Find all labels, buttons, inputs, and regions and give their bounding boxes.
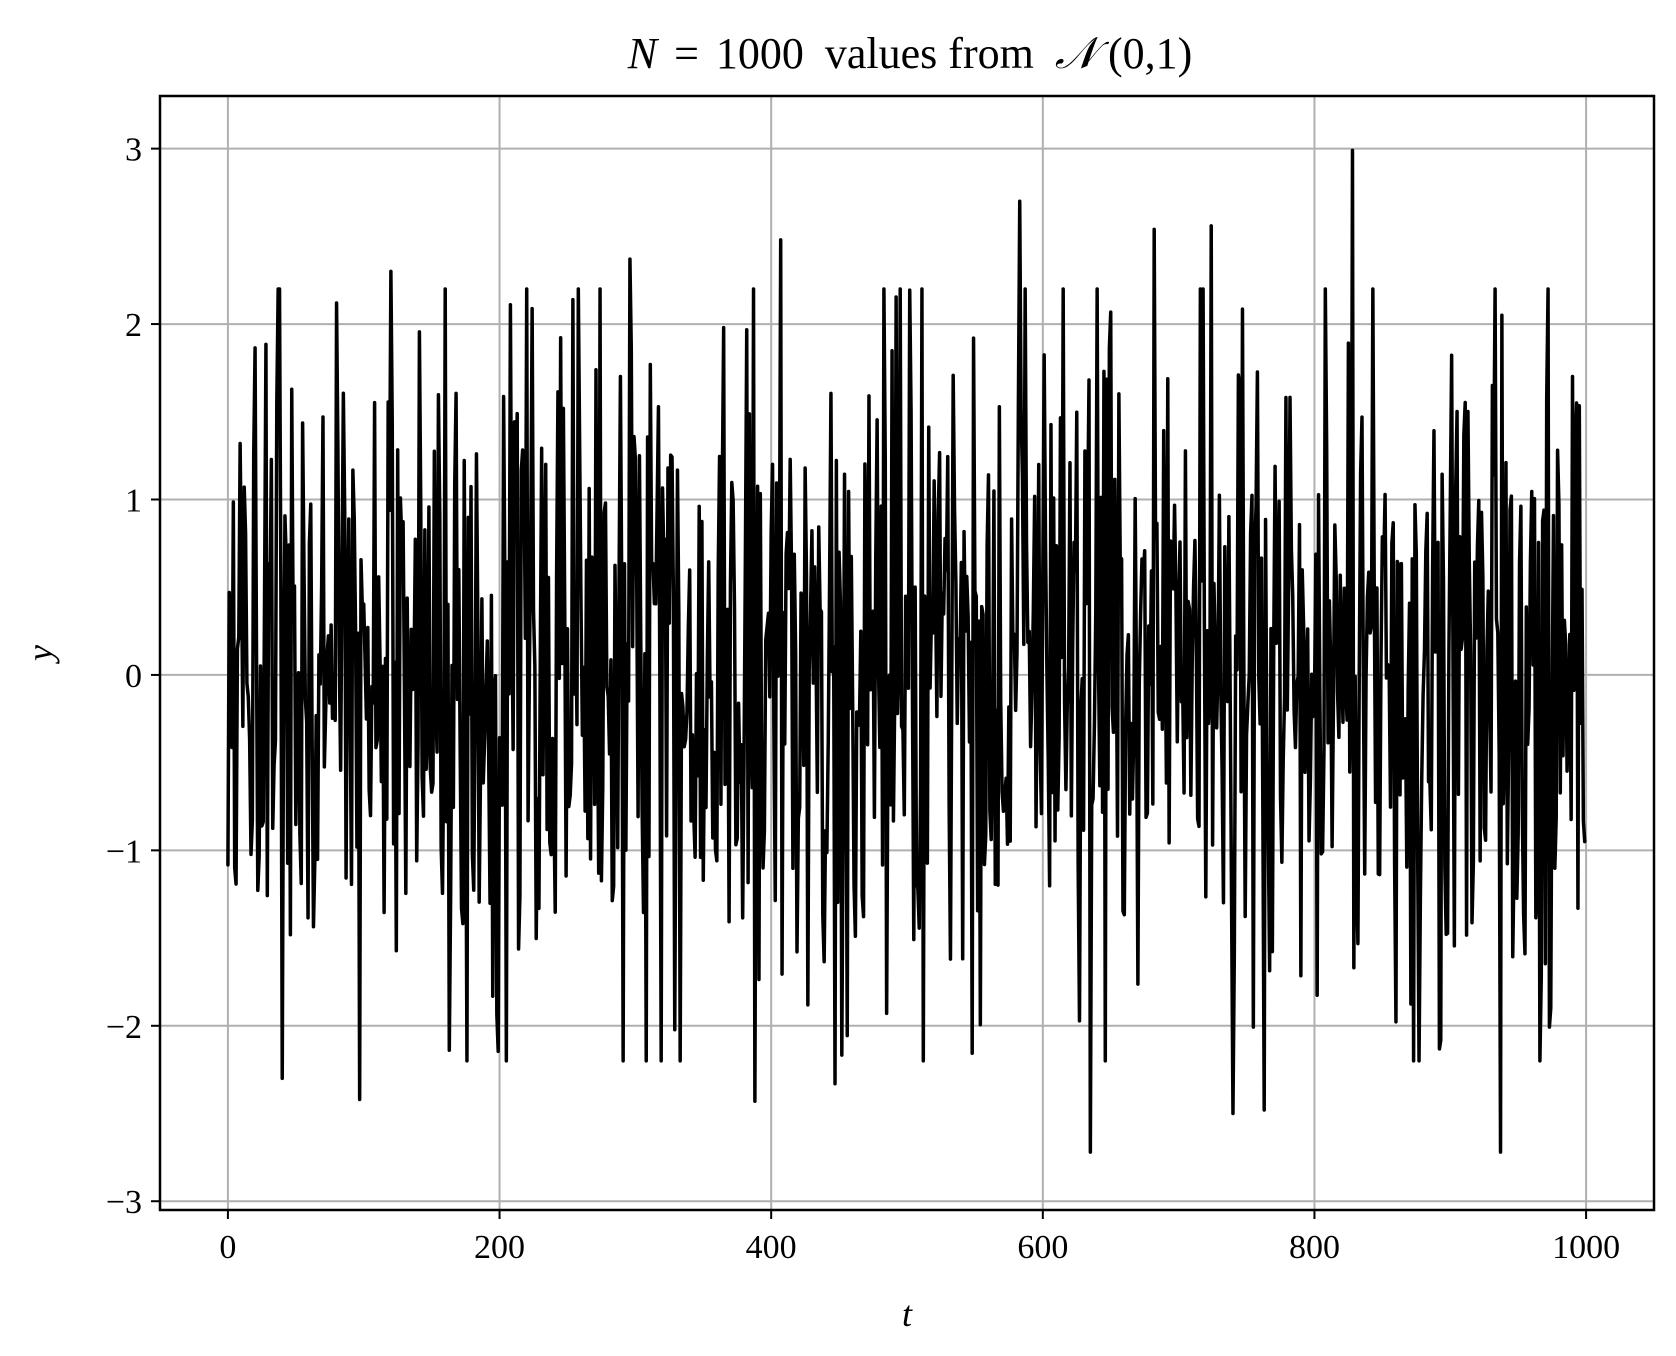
series-line xyxy=(226,148,1587,1154)
x-axis-ticks: 0 200 400 600 800 1000 xyxy=(219,1210,1620,1266)
title-dist-symbol: 𝒩 xyxy=(1055,29,1110,78)
title-count: 1000 xyxy=(716,29,804,78)
y-tick-label: −3 xyxy=(106,1184,142,1221)
x-tick-label: 200 xyxy=(474,1229,525,1266)
x-tick-label: 1000 xyxy=(1552,1229,1620,1266)
x-tick-label: 400 xyxy=(746,1229,797,1266)
y-tick-label: 1 xyxy=(125,482,142,519)
x-tick-label: 800 xyxy=(1289,1229,1340,1266)
title-equals: = xyxy=(674,29,699,78)
title-n-symbol: N xyxy=(627,29,660,78)
y-tick-label: −1 xyxy=(106,833,142,870)
y-axis-label: y xyxy=(20,645,60,664)
chart-title: N = 1000 values from 𝒩 (0,1) xyxy=(627,29,1193,78)
y-tick-label: 0 xyxy=(125,658,142,695)
x-tick-label: 600 xyxy=(1017,1229,1068,1266)
y-tick-label: 2 xyxy=(125,307,142,344)
y-axis-ticks: −3 −2 −1 0 1 2 3 xyxy=(106,132,160,1221)
x-tick-label: 0 xyxy=(219,1229,236,1266)
y-tick-label: −2 xyxy=(106,1009,142,1046)
y-tick-label: 3 xyxy=(125,132,142,169)
title-text: values from xyxy=(825,29,1034,78)
x-axis-label: t xyxy=(902,1294,913,1334)
plot-frame xyxy=(158,94,1656,1212)
title-params: (0,1) xyxy=(1108,29,1192,78)
